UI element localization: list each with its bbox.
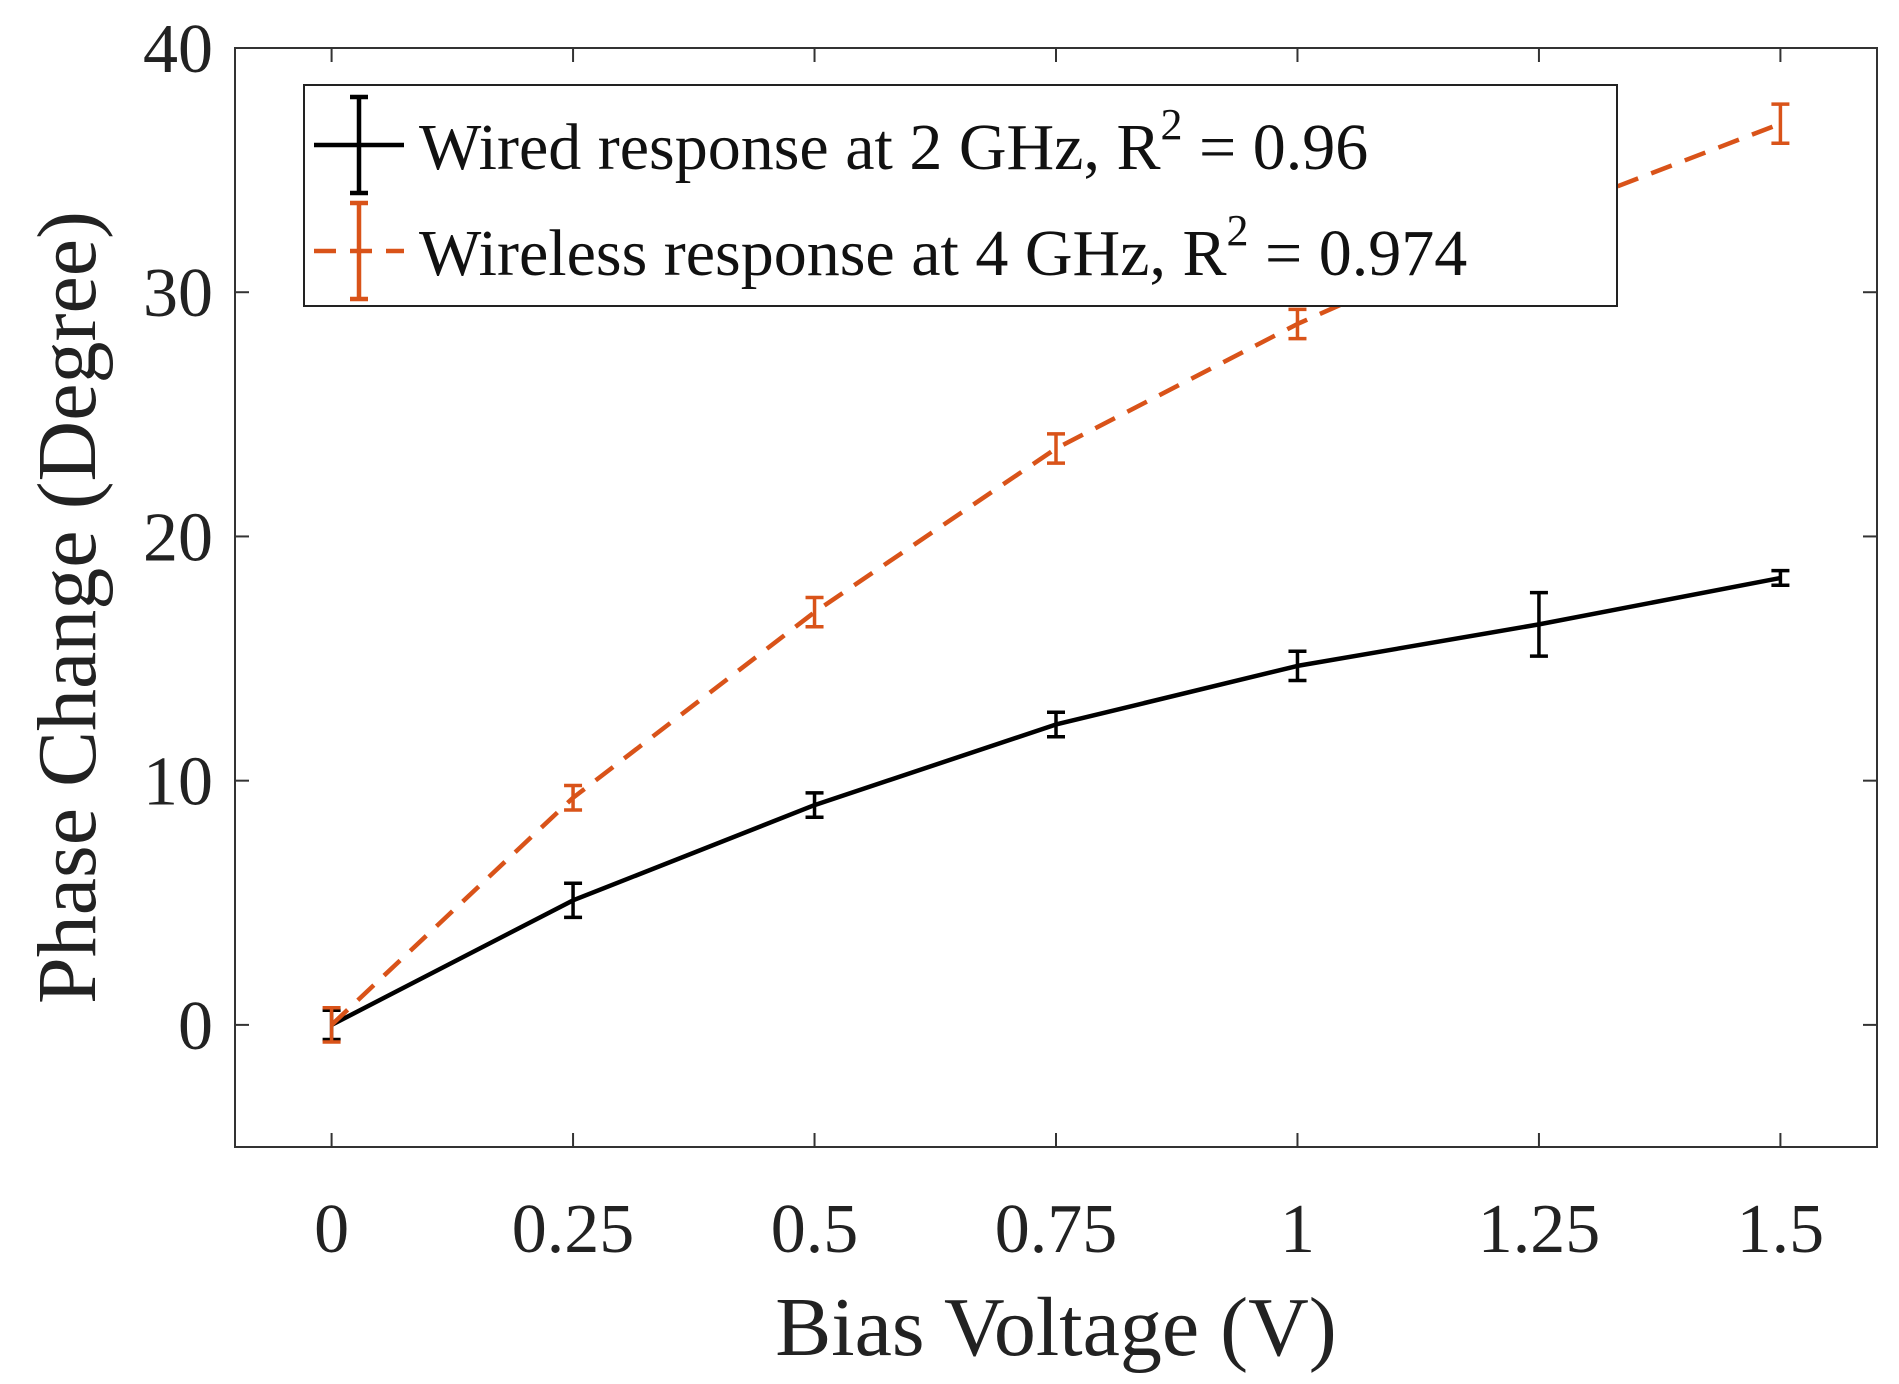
legend-r-value: = 0.96 — [1182, 111, 1368, 184]
x-tick-label: 0 — [314, 1191, 349, 1268]
error-bar — [805, 595, 824, 629]
legend-box — [303, 84, 1618, 307]
legend-label-name: Wireless response at 4 GHz, — [419, 217, 1182, 290]
error-bar — [564, 881, 583, 920]
error-bar — [1288, 649, 1307, 683]
plot-area-frame — [234, 47, 1878, 1148]
x-tick-label: 1.25 — [1478, 1191, 1601, 1268]
error-bar — [1771, 102, 1790, 145]
legend-item-wired: Wired response at 2 GHz, R2 = 0.96 — [314, 94, 1368, 196]
legend-label-name: Wired response at 2 GHz, — [419, 111, 1116, 184]
x-tick-label: 0.5 — [771, 1191, 859, 1268]
legend-item-wireless: Wireless response at 4 GHz, R2 = 0.974 — [314, 200, 1467, 302]
legend-r-symbol: R — [1182, 217, 1226, 290]
y-tick-label: 10 — [143, 744, 213, 821]
error-bar — [1047, 432, 1065, 465]
x-tick-label: 0.75 — [995, 1191, 1118, 1268]
x-axis-title: Bias Voltage (V) — [775, 1281, 1337, 1374]
x-tick-label: 1 — [1280, 1191, 1315, 1268]
legend-r-value: = 0.974 — [1248, 217, 1467, 290]
x-tick-label: 1.5 — [1737, 1191, 1825, 1268]
legend-r-exponent: 2 — [1226, 206, 1248, 255]
y-tick-label: 20 — [143, 499, 213, 576]
legend: Wired response at 2 GHz, R2 = 0.96Wirele… — [303, 84, 1618, 307]
series-wired — [322, 568, 1790, 1042]
legend-label: Wireless response at 4 GHz, R2 = 0.974 — [419, 206, 1467, 290]
error-bar — [1771, 568, 1790, 588]
error-bar — [1529, 590, 1548, 658]
y-axis-title: Phase Change (Degree) — [21, 211, 114, 1004]
x-tick-label: 0.25 — [512, 1191, 635, 1268]
axis-ticks: 0 0.25 0.5 0.75 1 1.25 1.5 0 10 20 30 40 — [143, 11, 1877, 1268]
y-tick-label: 0 — [178, 988, 213, 1065]
error-bar — [1047, 710, 1065, 739]
error-bar — [1288, 307, 1307, 341]
error-bar — [805, 791, 824, 820]
legend-label: Wired response at 2 GHz, R2 = 0.96 — [419, 100, 1368, 184]
y-tick-label: 40 — [143, 11, 213, 88]
legend-r-symbol: R — [1116, 111, 1160, 184]
legend-r-exponent: 2 — [1160, 100, 1182, 149]
error-bar — [564, 783, 583, 812]
y-tick-label: 30 — [143, 255, 213, 332]
error-bar — [322, 1006, 341, 1044]
